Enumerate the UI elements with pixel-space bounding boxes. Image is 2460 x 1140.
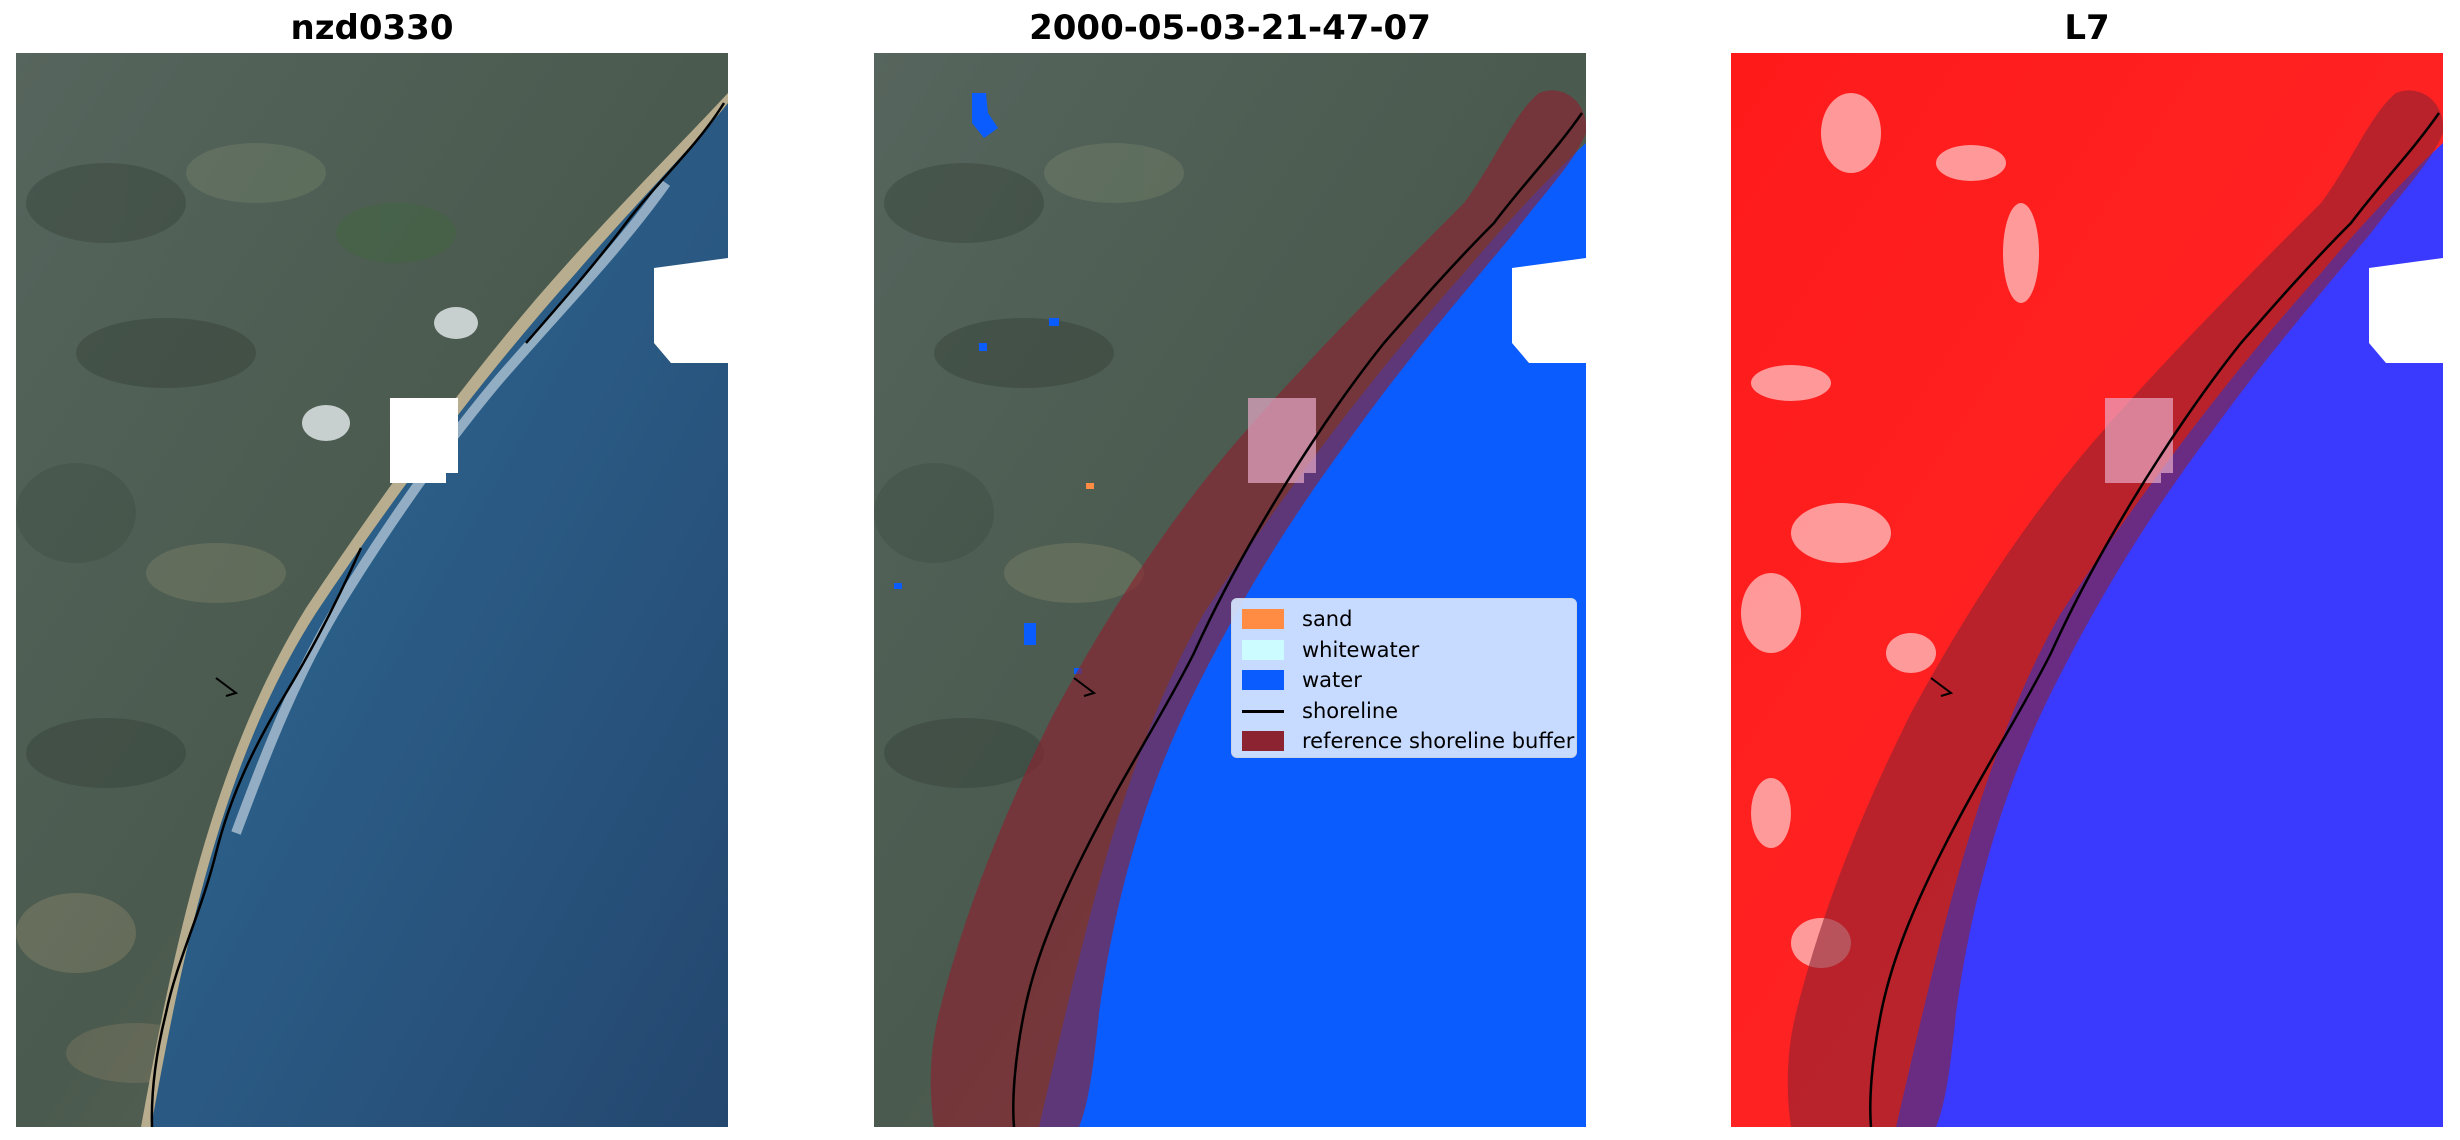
classified-image-panel [874,53,1586,1127]
index-image-panel [1731,53,2443,1127]
terrain-texture [16,143,456,1083]
panel-title-rgb: nzd0330 [290,8,454,48]
reference-shoreline-buffer [930,90,1586,1127]
legend-item-shoreline: shoreline [1242,696,1566,727]
legend-item-sand: sand [1242,604,1566,635]
shoreline [1869,112,2441,1127]
legend-label: sand [1302,607,1353,632]
legend-label: water [1302,668,1362,693]
classified-image [874,53,1586,1127]
rgb-image-panel [16,53,728,1127]
cloud-mask [654,258,728,363]
legend-line-shoreline [1242,701,1284,721]
legend-swatch-whitewater [1242,639,1284,660]
water-index-region [1896,143,2443,1127]
shoreline [150,102,726,1127]
legend-swatch-water [1242,670,1284,691]
panel-title-classified: 2000-05-03-21-47-07 [1029,8,1431,48]
reference-shoreline-buffer [1787,90,2443,1127]
legend-item-buffer: reference shoreline buffer [1242,726,1574,757]
legend-item-whitewater: whitewater [1242,635,1566,666]
cloud-mask [390,398,458,483]
legend-label: shoreline [1302,698,1399,723]
legend-label: reference shoreline buffer [1302,729,1575,754]
sand-pixel [1086,483,1094,489]
panel-title-index: L7 [2064,8,2110,48]
index-image [1731,53,2443,1127]
rgb-image [16,53,728,1127]
legend-swatch-buffer [1242,731,1284,752]
legend: sand whitewater water shoreline referenc… [1231,598,1577,758]
legend-item-water: water [1242,665,1566,696]
shoreline [1012,112,1584,1127]
legend-swatch-sand [1242,609,1284,630]
legend-label: whitewater [1302,637,1420,662]
